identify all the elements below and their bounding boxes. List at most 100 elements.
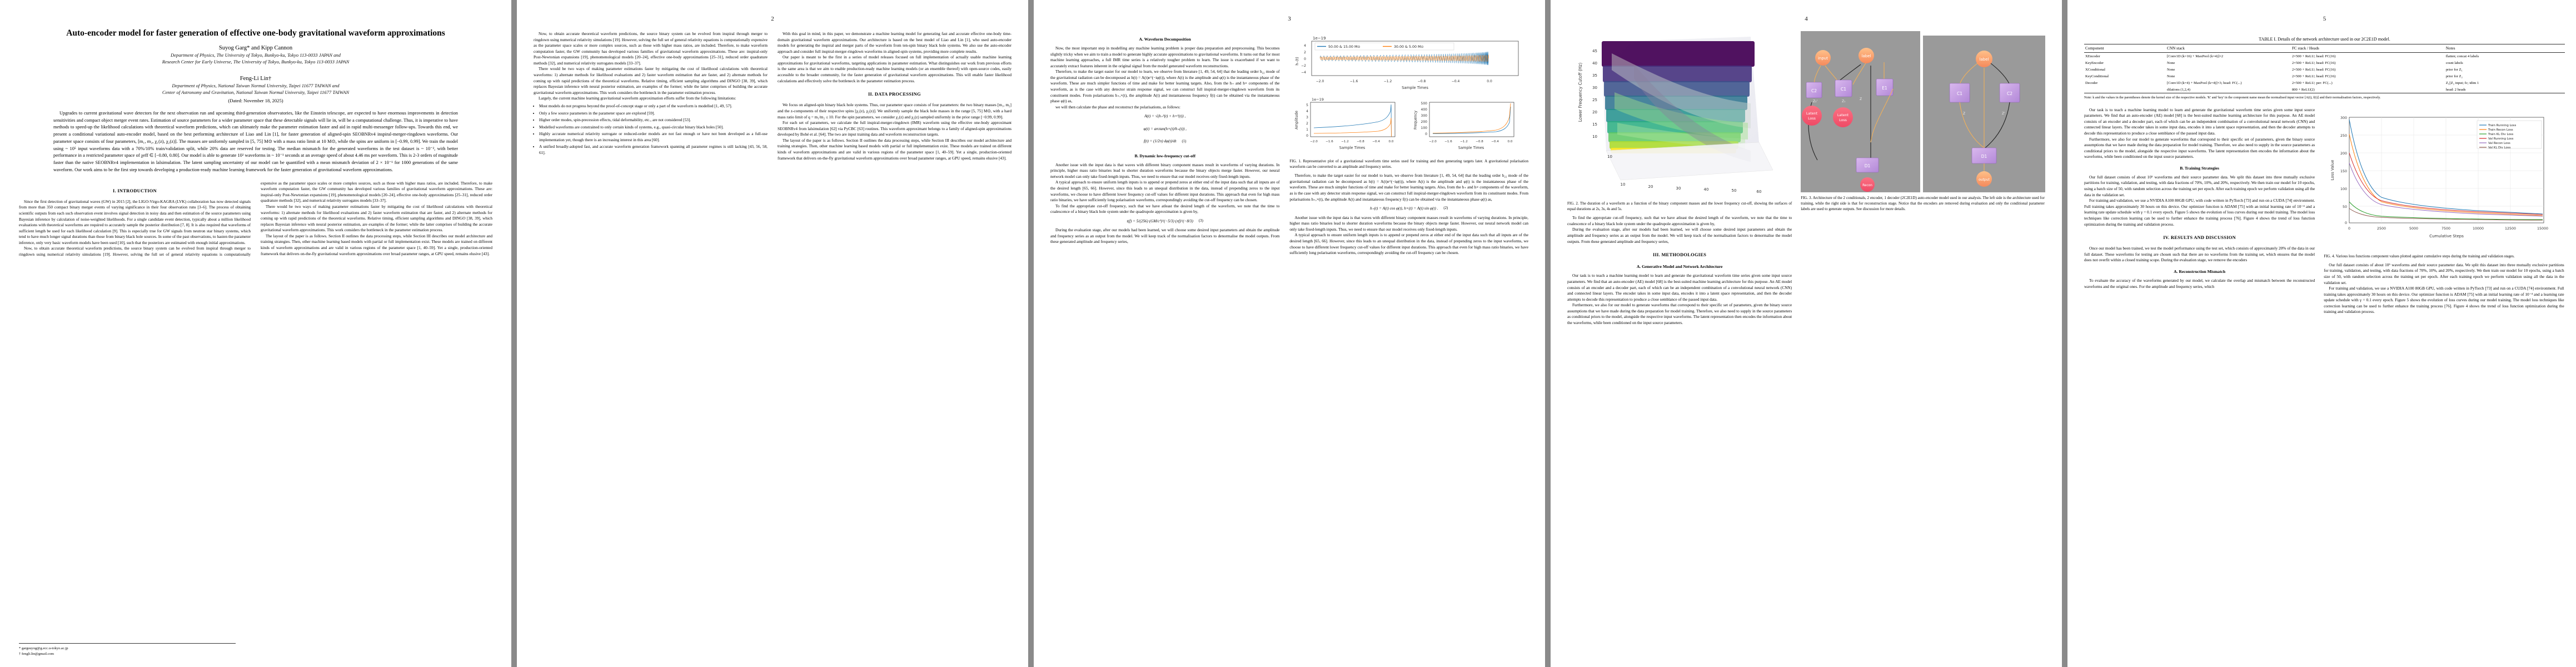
fig3-box-C1-right	[1949, 83, 1970, 103]
cell: cosnt labels	[2445, 61, 2463, 65]
svg-text:15000: 15000	[2537, 227, 2548, 231]
equation-3-body: f(t) = (1/2π) dφ(t)/dt	[1143, 139, 1177, 144]
fig1-amp-freq-panels: 1e−19 5 4 3 2 1 0 Amplitude −2.0 −1.6 −1.2 −0.…	[1294, 97, 1514, 150]
cell: prior for Z₂	[2445, 74, 2463, 78]
svg-text:20: 20	[1592, 110, 1597, 115]
fig4-legend-5: Val KL Div Loss	[2488, 146, 2511, 150]
figure-4-plot: 300 250 200 150 100 50 0 Loss Value 0 2500 500…	[2324, 112, 2564, 251]
table-col-notes: Notes	[2444, 44, 2565, 53]
table-1-wrapper: TABLE I. Details of the network architec…	[2084, 37, 2565, 101]
p2-paragraph-8: The layout of the paper is as follows. S…	[778, 137, 1012, 161]
table-row: XEncoder [Conv1D (k=16) + MaxPool (k=4)]…	[2084, 53, 2565, 60]
p3-paragraph-7: During the evaluation stage, after our m…	[1050, 227, 1280, 245]
figure-4-caption: FIG. 4. Various loss functions component…	[2324, 253, 2515, 258]
svg-text:−0.8: −0.8	[1476, 140, 1484, 143]
equation-5: t(f) = 5/(256) (GM/c³)^(−5/3) (πf)^(−8/3…	[1050, 215, 1279, 227]
svg-text:0: 0	[2345, 221, 2347, 225]
list-item: Modelled waveforms are constrained to on…	[539, 125, 768, 131]
svg-text:5: 5	[1307, 103, 1309, 107]
page-3-top: A. Waveform Decomposition Now, the most …	[1050, 31, 1528, 256]
cell: dilations (1,2,4)	[2166, 86, 2291, 93]
equation-4: h₊(t) = A(t) cos φ(t), h×(t) = A(t) sin …	[1289, 202, 1528, 215]
table-col-component: Component	[2084, 44, 2166, 53]
table-row: KeyConditional None 2×500 + ReLU; head: …	[2084, 73, 2565, 79]
svg-text:0: 0	[1426, 132, 1428, 136]
p3-right-paragraph-2: Another issue with the input data is tha…	[1289, 215, 1528, 232]
equation-3-number: (1)	[1182, 139, 1187, 143]
svg-text:0.0: 0.0	[1508, 140, 1513, 143]
table-row: XConditional None 2×500 + ReLU; head: FC…	[2084, 66, 2565, 73]
page-1-body: I. INTRODUCTION Since the first detectio…	[19, 181, 492, 258]
footnotes: * gargsuyog@g.ecc.u-tokyo.ac.jp † fengli…	[19, 643, 236, 657]
svg-text:300: 300	[2340, 116, 2347, 120]
cell: 800 + ReLU(2)	[2290, 86, 2445, 93]
section-heading-data-processing: II. DATA PROCESSING	[868, 92, 921, 97]
p4-paragraph-1: To find the appropriate cut-off frequenc…	[1567, 215, 1792, 226]
svg-text:−2.0: −2.0	[1316, 79, 1324, 83]
p5-paragraph-4: For training and validation, we use a NV…	[2084, 198, 2315, 227]
svg-text:150: 150	[2340, 170, 2347, 173]
fig3-loss-recon	[1860, 177, 1875, 192]
svg-text:15: 15	[1592, 122, 1597, 127]
figure-4-xlabel: Cumulative Steps	[2429, 234, 2464, 238]
svg-text:10: 10	[1607, 155, 1612, 159]
svg-text:3: 3	[1307, 116, 1309, 120]
p3-right-paragraph-1: Therefore, to make the target easier for…	[1289, 173, 1528, 202]
svg-text:Loss: Loss	[1808, 117, 1816, 121]
svg-text:−0.8: −0.8	[1418, 79, 1426, 83]
svg-text:100: 100	[1421, 126, 1428, 130]
figure-4: 300 250 200 150 100 50 0 Loss Value 0 2500 500…	[2324, 107, 2564, 315]
p2-paragraph-6: We focus on aligned-spin binary black ho…	[778, 102, 1012, 120]
svg-text:0: 0	[1304, 57, 1307, 61]
cell: 2×500 + ReLU; head: FC(16)	[2291, 54, 2336, 58]
cell: KeyEncoder	[2085, 61, 2104, 65]
page-number-2: 2	[771, 16, 774, 22]
intro-paragraph-2: Now, to obtain accurate theoretical wave…	[19, 180, 492, 257]
svg-text:Z₁: Z₁	[1842, 99, 1846, 103]
svg-text:−1.6: −1.6	[1326, 140, 1334, 143]
svg-text:E1: E1	[1882, 86, 1887, 91]
fig3-node-input-left	[1815, 50, 1831, 66]
section-heading-introduction: I. INTRODUCTION	[113, 188, 157, 193]
svg-text:200: 200	[1421, 120, 1428, 124]
equation-1-body: A(t) = √(h₊²(t) + h×²(t)) ,	[1144, 114, 1186, 119]
p3-paragraph-4: Another issue with the input data is tha…	[1050, 162, 1280, 179]
svg-text:Latent: Latent	[1837, 113, 1849, 117]
figure-2: 45 40 35 30 25 20 15 10 Lower Frequency Cutof…	[1567, 31, 1792, 326]
svg-text:25: 25	[1592, 98, 1597, 102]
svg-text:200: 200	[2340, 152, 2347, 156]
svg-text:−0.8: −0.8	[1357, 140, 1365, 143]
svg-text:D1: D1	[1865, 163, 1871, 168]
page-title: Auto-encoder model for faster generation…	[66, 28, 445, 38]
fig3-box-C2	[1806, 82, 1822, 98]
svg-text:4: 4	[1307, 109, 1309, 113]
figure-2-surface: 45 40 35 30 25 20 15 10 Lower Frequency Cutof…	[1578, 37, 1773, 194]
equation-5-body: t(f) = 5/(256) (GM/c³)^(−5/3) (πf)^(−8/3…	[1127, 218, 1193, 223]
svg-text:0.0: 0.0	[1389, 140, 1394, 143]
cell: [Conv1D (k=4) + MaxPool (k=4)]×3; head: …	[2167, 81, 2242, 85]
svg-text:Frequency: Frequency	[1413, 111, 1418, 130]
fig4-legend-1: Train Recon Loss	[2488, 128, 2513, 132]
page-2: 2 Now, to obtain accurate theoretical wa…	[517, 0, 1028, 667]
figure-1-caption: FIG. 1. Representative plot of a gravita…	[1289, 159, 1528, 170]
svg-text:2: 2	[1304, 51, 1307, 54]
svg-text:100: 100	[2340, 187, 2347, 191]
p5-right-paragraph-2: For training and validation, we use a NV…	[2324, 286, 2564, 315]
cell: XConditional	[2085, 67, 2105, 72]
fig3-box-D1	[1856, 157, 1879, 173]
svg-text:5000: 5000	[2409, 227, 2418, 231]
table-row: KeyEncoder None 2×500 + ReLU; head: FC(1…	[2084, 59, 2565, 66]
fig3-box-C1	[1835, 79, 1852, 97]
fig3-node-output	[1976, 171, 1992, 187]
p2-paragraph-2: There would be two ways of making parame…	[534, 66, 768, 95]
svg-text:−0.4: −0.4	[1373, 140, 1381, 143]
section-heading-methodologies: III. METHODOLOGIES	[1653, 252, 1707, 258]
footnote-1: * gargsuyog@g.ecc.u-tokyo.ac.jp	[19, 646, 68, 651]
cell: [Conv1D (k=16) + MaxPool (k=4)]×2	[2167, 54, 2223, 58]
p4-paragraph-3: Our task is to teach a machine learning …	[1567, 273, 1792, 302]
svg-text:50: 50	[2343, 205, 2347, 209]
svg-text:40: 40	[1592, 61, 1597, 66]
svg-text:Recon: Recon	[1862, 184, 1872, 187]
cell: 2×500 + ReLU; head: FC(16)	[2291, 61, 2336, 65]
